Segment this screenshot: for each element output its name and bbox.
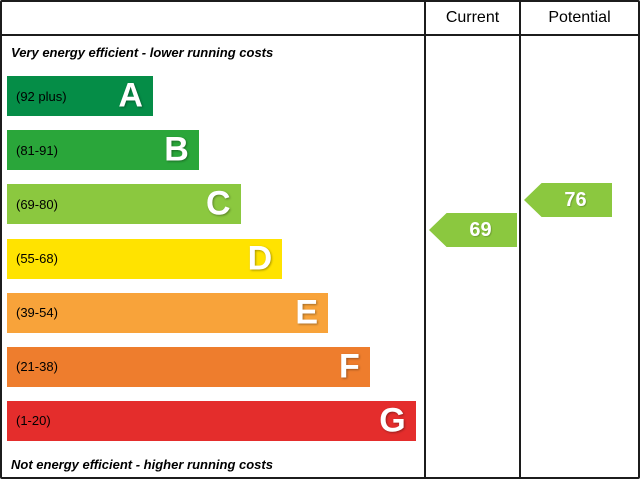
band-g: (1-20) G [7,400,416,441]
potential-rating-arrow: 76 [524,183,612,217]
band-e: (39-54) E [7,292,329,333]
potential-column-header: Potential [519,2,638,36]
band-letter: F [339,347,360,386]
band-letter: C [205,184,231,223]
band-range-label: (21-38) [16,359,58,375]
band-letter: B [164,130,189,169]
band-letter: G [379,401,406,440]
band-range-label: (1-20) [16,413,51,429]
band-a: (92 plus) A [7,76,153,117]
band-letter: E [295,292,319,331]
current-column-header: Current [424,2,519,36]
chart-header-spacer [2,2,424,36]
band-range-label: (55-68) [16,251,58,266]
band-letter: A [118,76,143,115]
top-caption: Very energy efficient - lower running co… [11,45,274,60]
rating-bands: (92 plus) A (81-91) B (69-80) C (55-68) D (39-54… [7,60,424,457]
band-range-label: (92 plus) [16,88,67,104]
potential-rating-cell: 76 [519,36,638,477]
band-b: (81-91) B [7,130,199,171]
current-rating-value: 69 [469,218,492,241]
rating-scale: Very energy efficient - lower running co… [2,36,424,477]
band-letter: D [247,238,273,277]
potential-rating-value: 76 [564,188,587,211]
band-range-label: (81-91) [16,142,58,158]
current-rating-cell: 69 [424,36,519,477]
bottom-caption: Not energy efficient - higher running co… [11,457,273,472]
band-range-label: (39-54) [16,305,58,321]
band-c: (69-80) C [7,184,241,225]
current-rating-arrow: 69 [429,213,517,247]
band-f: (21-38) F [7,346,370,387]
band-range-label: (69-80) [16,196,58,212]
band-d: (55-68) D [7,238,283,279]
